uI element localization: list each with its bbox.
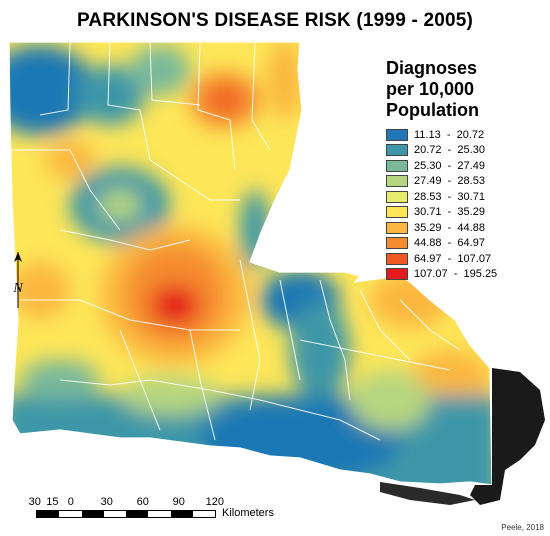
legend-range-label: 28.53 - 30.71: [414, 190, 485, 203]
scale-bar: 30 15 0 30 60 90 120 Kilometers: [28, 496, 390, 526]
coastal-marsh: [380, 482, 475, 505]
legend-swatch: [386, 175, 408, 188]
legend-title-line: Diagnoses: [386, 58, 478, 78]
legend-range-label: 20.72 - 25.30: [414, 144, 485, 157]
legend-range-label: 11.13 - 20.72: [414, 128, 485, 141]
legend-list: 11.13 - 20.72 20.72 - 25.30 25.30 - 27.49 2…: [386, 127, 546, 282]
legend-item: 25.30 - 27.49: [386, 158, 546, 174]
legend-range-label: 64.97 - 107.07: [414, 252, 492, 265]
legend-title-line: Population: [386, 100, 479, 120]
state-outline: [8, 41, 493, 486]
legend-swatch: [386, 221, 408, 234]
scale-tick-label: 0: [67, 496, 74, 508]
map-title: PARKINSON'S DISEASE RISK (1999 - 2005): [76, 10, 474, 31]
scale-tick-label: 30: [100, 496, 113, 508]
legend-swatch: [386, 128, 408, 141]
scale-tick-label: 15: [46, 496, 59, 508]
legend: Diagnoses per 10,000 Population 11.13 - …: [386, 58, 546, 282]
legend-item: 35.29 - 44.88: [386, 220, 546, 236]
legend-swatch: [386, 268, 408, 281]
north-label: N: [12, 281, 23, 296]
legend-swatch: [386, 206, 408, 219]
legend-range-label: 27.49 - 28.53: [414, 175, 485, 188]
legend-item: 107.07 - 195.25: [386, 267, 546, 283]
legend-title-line: per 10,000: [386, 79, 475, 99]
scale-bar-graphic: [36, 510, 216, 518]
legend-title: Diagnoses per 10,000 Population: [386, 58, 546, 121]
legend-item: 44.88 - 64.97: [386, 236, 546, 252]
legend-swatch: [386, 190, 408, 203]
legend-range-label: 107.07 - 195.25: [414, 268, 498, 281]
legend-item: 11.13 - 20.72: [386, 127, 546, 143]
map-credit: Peele, 2018: [501, 523, 544, 532]
legend-item: 28.53 - 30.71: [386, 189, 546, 205]
scale-tick-label: 30: [28, 496, 41, 508]
legend-range-label: 35.29 - 44.88: [414, 221, 485, 234]
delta-area: [470, 368, 545, 505]
north-arrow-icon: N: [12, 252, 23, 308]
legend-item: 20.72 - 25.30: [386, 143, 546, 159]
legend-range-label: 25.30 - 27.49: [414, 159, 485, 172]
legend-swatch: [386, 159, 408, 172]
legend-swatch: [386, 252, 408, 265]
legend-range-label: 30.71 - 35.29: [414, 206, 485, 219]
scale-unit: Kilometers: [222, 507, 274, 519]
parish-boundaries: [10, 42, 461, 441]
scale-tick-label: 60: [136, 496, 149, 508]
scale-tick-label: 120: [205, 496, 224, 508]
legend-item: 27.49 - 28.53: [386, 174, 546, 190]
legend-swatch: [386, 144, 408, 157]
legend-range-label: 44.88 - 64.97: [414, 237, 485, 250]
scale-tick-label: 90: [172, 496, 185, 508]
legend-swatch: [386, 237, 408, 250]
legend-item: 30.71 - 35.29: [386, 205, 546, 221]
legend-item: 64.97 - 107.07: [386, 251, 546, 267]
